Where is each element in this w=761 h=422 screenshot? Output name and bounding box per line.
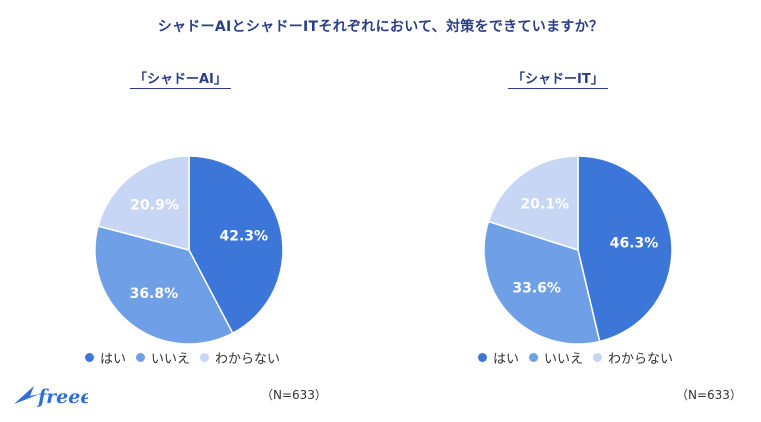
legend-item-unknown: わからない <box>593 348 673 367</box>
pie-slice-unknown <box>97 155 190 251</box>
legend-swatch-no <box>529 353 539 362</box>
legend-shadow-it: はい いいえ わからない <box>478 348 683 367</box>
legend-item-no: いいえ <box>136 348 190 367</box>
pie-slice-yes <box>188 155 284 335</box>
legend-swatch-unknown <box>200 353 210 362</box>
pie-data-label-yes: 42.3% <box>219 228 268 244</box>
legend-swatch-unknown <box>593 353 603 362</box>
sample-size-note-shadow-ai: （N=633） <box>261 388 327 402</box>
legend-swatch-no <box>136 353 146 362</box>
legend-label-no: いいえ <box>544 352 584 367</box>
legend-label-yes: はい <box>100 352 127 367</box>
pie-chart-shadow-it: 46.3% 33.6% 20.1% <box>483 155 673 345</box>
legend-label-no: いいえ <box>151 352 191 367</box>
legend-label-unknown: わからない <box>215 352 281 367</box>
legend-swatch-yes <box>85 353 94 362</box>
legend-item-yes: はい <box>85 348 126 367</box>
pie-title-shadow-ai: 「シャドーAI」 <box>130 68 231 89</box>
legend-item-unknown: わからない <box>200 348 280 367</box>
legend-shadow-ai: はい いいえ わからない <box>85 348 290 367</box>
pie-slice-yes <box>577 155 673 343</box>
legend-item-yes: はい <box>478 348 519 367</box>
pie-data-label-unknown: 20.9% <box>130 197 179 213</box>
freee-wordmark: freee <box>36 386 88 408</box>
pie-data-label-yes: 46.3% <box>610 235 659 251</box>
legend-label-unknown: わからない <box>608 352 674 367</box>
pie-title-shadow-it: 「シャドーIT」 <box>508 68 608 89</box>
freee-logo: freee <box>14 386 88 408</box>
pie-slice-no <box>94 225 234 345</box>
pie-data-label-no: 33.6% <box>512 280 561 296</box>
pie-data-label-no: 36.8% <box>130 286 179 302</box>
legend-swatch-yes <box>478 353 487 362</box>
pie-chart-shadow-ai: 42.3% 36.8% 20.9% <box>94 155 284 345</box>
sample-size-note-shadow-it: （N=633） <box>676 388 742 402</box>
pie-data-label-unknown: 20.1% <box>520 196 569 212</box>
legend-item-no: いいえ <box>529 348 583 367</box>
freee-bird-icon <box>14 386 40 404</box>
pie-slice-no <box>483 220 601 345</box>
pie-slice-unknown <box>487 155 579 252</box>
chart-title: シャドーAIとシャドーITそれぞれにおいて、対策をできていますか？ <box>157 19 604 35</box>
legend-label-yes: はい <box>493 352 520 367</box>
